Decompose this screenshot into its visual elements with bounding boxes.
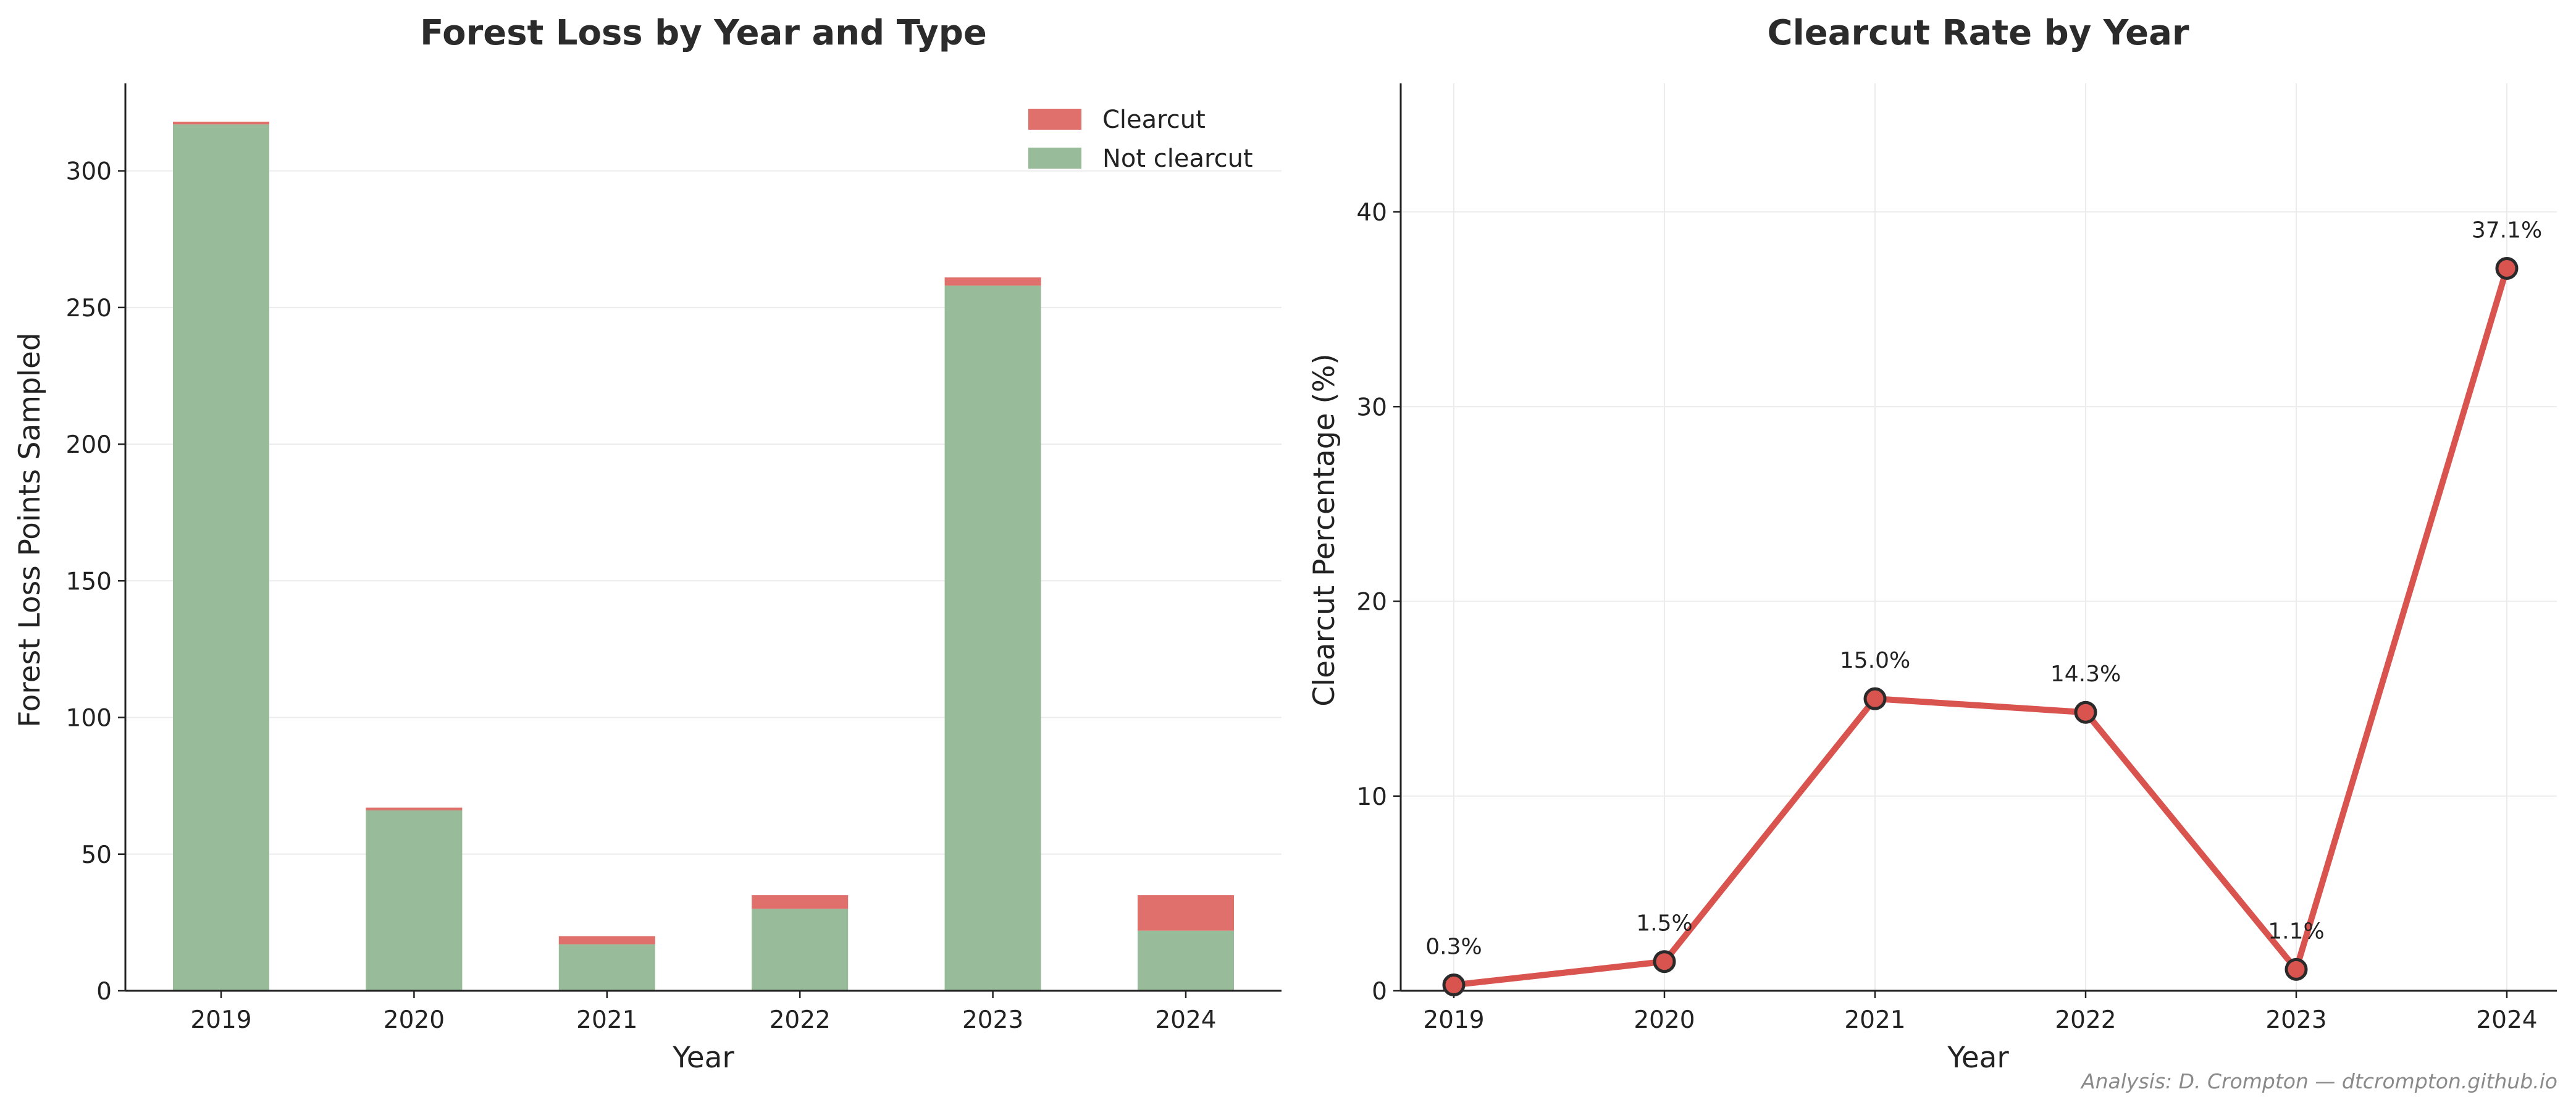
legend-label-not-clearcut: Not clearcut (1102, 145, 1253, 173)
right-x-tick-label: 2021 (1844, 1006, 1905, 1034)
bar-not-clearcut-2022 (752, 909, 849, 991)
legend: Clearcut Not clearcut (1028, 106, 1253, 173)
left-bars (173, 121, 1234, 991)
right-ticks: 0 10 20 30 40 2019 2020 2021 2022 2023 2024 (1356, 199, 2537, 1034)
left-ticks: 0 50 100 150 200 250 300 2019 2020 2021 2022 2023 20… (66, 158, 1217, 1034)
left-x-axis-label: Year (672, 1041, 734, 1075)
legend-label-clearcut: Clearcut (1102, 106, 1206, 134)
left-y-tick-label: 50 (81, 841, 112, 869)
legend-swatch-not-clearcut (1028, 148, 1081, 169)
left-y-tick-label: 250 (66, 295, 112, 322)
data-label-2024: 37.1% (2472, 217, 2542, 243)
bar-not-clearcut-2020 (366, 810, 463, 991)
left-gridlines (125, 170, 1282, 855)
data-label-2021: 15.0% (1840, 648, 1910, 673)
right-y-tick-label: 0 (1372, 978, 1387, 1006)
left-y-tick-label: 0 (96, 978, 112, 1006)
right-points (1442, 256, 2519, 997)
bar-clearcut-2019 (173, 121, 269, 125)
clearcut-rate-line (1451, 265, 2510, 988)
point-2020 (1653, 950, 1676, 973)
left-x-tick-label: 2020 (384, 1006, 445, 1034)
left-x-tick-label: 2019 (190, 1006, 251, 1034)
forest-loss-chart: Forest Loss by Year and Type Year Forest… (13, 13, 1282, 1075)
left-x-tick-label: 2021 (576, 1006, 637, 1034)
bar-not-clearcut-2024 (1138, 930, 1234, 991)
left-y-tick-label: 100 (66, 705, 112, 733)
right-axes (1399, 83, 2557, 992)
clearcut-rate-chart: Clearcut Rate by Year Year Clearcut Perc… (1307, 13, 2557, 1075)
bar-clearcut-2021 (558, 936, 655, 944)
right-data-labels: 0.3% 1.5% 15.0% 14.3% 1.1% 37.1% (1425, 217, 2542, 959)
left-y-axis-label: Forest Loss Points Sampled (13, 332, 47, 727)
left-x-tick-label: 2023 (962, 1006, 1023, 1034)
data-label-2022: 14.3% (2050, 662, 2121, 687)
bar-clearcut-2023 (944, 277, 1041, 286)
right-line-series (1451, 265, 2510, 988)
point-2022 (2074, 700, 2097, 724)
left-y-tick-label: 200 (66, 431, 112, 459)
left-chart-title: Forest Loss by Year and Type (420, 13, 987, 53)
legend-swatch-clearcut (1028, 109, 1081, 130)
footer-note: Analysis: D. Crompton — dtcrompton.githu… (2080, 1069, 2557, 1093)
right-x-tick-label: 2023 (2265, 1006, 2326, 1034)
right-x-tick-label: 2019 (1423, 1006, 1484, 1034)
right-x-tick-label: 2022 (2055, 1006, 2116, 1034)
left-x-tick-label: 2022 (770, 1006, 831, 1034)
bar-not-clearcut-2021 (558, 944, 655, 991)
right-x-tick-label: 2020 (1634, 1006, 1695, 1034)
right-y-tick-label: 40 (1356, 199, 1387, 227)
right-y-axis-label: Clearcut Percentage (%) (1307, 353, 1341, 707)
bar-not-clearcut-2019 (173, 124, 269, 991)
left-axes (124, 83, 1282, 992)
right-chart-title: Clearcut Rate by Year (1767, 13, 2189, 53)
right-y-tick-label: 30 (1356, 393, 1387, 421)
right-y-tick-label: 10 (1356, 783, 1387, 811)
left-y-tick-label: 150 (66, 568, 112, 595)
data-label-2020: 1.5% (1636, 911, 1692, 936)
right-x-tick-label: 2024 (2476, 1006, 2537, 1034)
bar-clearcut-2020 (366, 807, 463, 810)
bar-not-clearcut-2023 (944, 285, 1041, 991)
point-2019 (1442, 973, 1466, 997)
point-2021 (1863, 687, 1887, 710)
right-x-axis-label: Year (1947, 1041, 2009, 1075)
data-label-2023: 1.1% (2268, 919, 2324, 944)
bar-clearcut-2024 (1138, 895, 1234, 931)
left-x-tick-label: 2024 (1155, 1006, 1216, 1034)
bar-clearcut-2022 (752, 895, 849, 909)
left-y-tick-label: 300 (66, 158, 112, 186)
right-gridlines (1401, 83, 2557, 991)
right-y-tick-label: 20 (1356, 589, 1387, 616)
data-label-2019: 0.3% (1425, 935, 1482, 960)
point-2024 (2495, 256, 2519, 280)
point-2023 (2284, 957, 2308, 981)
